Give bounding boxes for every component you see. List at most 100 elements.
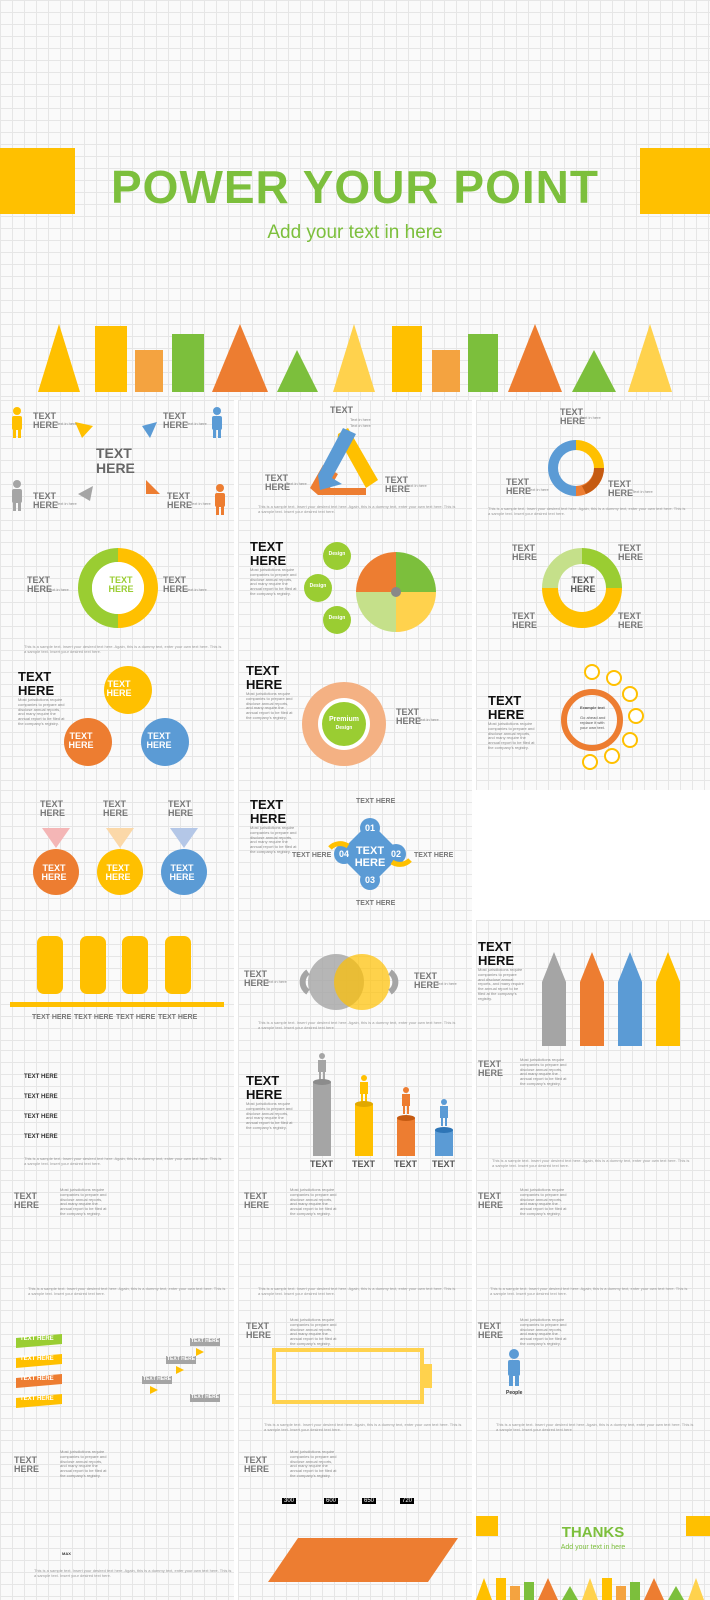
heading: TEXT HERE <box>246 1073 283 1102</box>
small-right: Text in here <box>186 587 207 592</box>
slide-cylinders[interactable]: TEXT HERE Most jurisdictions require com… <box>238 1050 472 1180</box>
body: Most jurisdictions require companies to … <box>18 697 65 726</box>
parallelogram-orange <box>268 1538 458 1582</box>
slide-three-circles[interactable]: TEXT HERE Most jurisdictions require com… <box>0 660 234 790</box>
ring-green <box>78 548 118 628</box>
slide-text-block-5[interactable]: TEXT HERE Most jurisdictions require com… <box>0 1440 234 1600</box>
pillar-2 <box>80 936 106 994</box>
slide-tags[interactable]: TEXT HERE TEXT HERE TEXT HERE TEXT HERE … <box>0 1310 234 1440</box>
hourglass-icon <box>604 748 620 764</box>
crayon-gray-tip <box>542 952 566 982</box>
small-top-right: Text in here <box>186 421 207 426</box>
small-right: Text in here <box>418 717 439 722</box>
node-left <box>334 844 354 864</box>
cover-triangle-7 <box>628 324 672 392</box>
slide-thanks[interactable]: THANKS Add your text in here <box>476 1440 710 1600</box>
thanks-bar-6 <box>630 1582 640 1600</box>
footnote: This is a sample text. Insert your desir… <box>488 505 686 516</box>
circle-orange <box>33 849 79 895</box>
cone-blue <box>170 828 198 848</box>
arrow-2 <box>176 1366 184 1374</box>
small-top: Text in here <box>580 415 601 420</box>
slide-people[interactable]: TEXT HERE Most jurisdictions require com… <box>476 1310 710 1440</box>
circle-blue-label: TEXT HERE <box>169 863 195 883</box>
cover-slide[interactable]: POWER YOUR POINT Add your text in here <box>0 0 710 400</box>
document-icon <box>622 732 638 748</box>
slide-values[interactable]: TEXT HERE Most jurisdictions require com… <box>238 1440 472 1600</box>
slide-ring-arrows[interactable]: TEXT HERE TEXT HERE TEXT HERE TEXT HERE … <box>476 530 710 660</box>
slide-circular-arrows[interactable]: TEXT HERE Text in here TEXT HERE Text in… <box>476 400 710 530</box>
design-label: Design <box>335 725 353 731</box>
slide-text-list[interactable]: TEXT HERE TEXT HERE TEXT HERE TEXT HERE … <box>0 1050 234 1180</box>
slide-recycle-triangle[interactable]: TEXT Text in here Text in here TEXT HERE… <box>238 400 472 530</box>
crayon-blue-tip <box>618 952 642 982</box>
slide-people-corners[interactable]: TEXT HERE Text in here TEXT HERE Text in… <box>0 400 234 530</box>
slide-battery[interactable]: TEXT HERE Most jurisdictions require com… <box>238 1310 472 1440</box>
slide-ring-cycle[interactable]: TEXT HERE TEXT HERE Text in here TEXT HE… <box>0 530 234 660</box>
thanks-triangle-6 <box>668 1586 684 1600</box>
box-3 <box>142 1376 172 1384</box>
slide-text-block-2[interactable]: TEXT HERE Most jurisdictions require com… <box>0 1180 234 1310</box>
ring-label: TEXT HERE <box>570 575 596 595</box>
thanks-triangle-1 <box>476 1578 492 1600</box>
value-1: 300 <box>282 1498 297 1504</box>
list-item-1: TEXT HERE <box>24 1074 58 1080</box>
premium-core <box>322 702 366 746</box>
slide-numbered-cross[interactable]: TEXT HERE Most jurisdictions require com… <box>238 790 472 920</box>
slide-text-block-4[interactable]: TEXT HERE Most jurisdictions require com… <box>476 1180 710 1310</box>
label-left: TEXT HERE <box>292 852 332 859</box>
cylinder-label-4: TEXT <box>432 1159 456 1169</box>
person-icon-gray <box>12 480 22 511</box>
label-3: TEXT HERE <box>168 799 194 819</box>
box-1-label: TEXT HERE <box>191 1338 220 1344</box>
slide-text-block-1[interactable]: TEXT HERE Most jurisdictions require com… <box>476 1050 710 1180</box>
body: Most jurisdictions require companies to … <box>520 1317 567 1346</box>
heading: TEXT HERE <box>478 1321 504 1341</box>
triangle-orange <box>146 480 160 494</box>
crayon-yellow <box>656 982 680 1046</box>
thanks-bar-5 <box>616 1586 626 1600</box>
body: Most jurisdictions require companies to … <box>290 1449 337 1478</box>
tag-green <box>16 1334 62 1348</box>
heading: TEXT HERE <box>478 1191 504 1211</box>
slide-crayons[interactable]: TEXT HERE Most jurisdictions require com… <box>476 920 710 1050</box>
label-right: TEXT HERE <box>385 475 411 495</box>
slide-pillars-timeline[interactable]: TEXT HERE TEXT HERE TEXT HERE TEXT HERE <box>0 920 234 1050</box>
person-icon <box>508 1349 520 1386</box>
cylinder-label-1: TEXT <box>310 1159 334 1169</box>
label-2: TEXT HERE <box>74 1014 114 1021</box>
node-top <box>360 818 380 838</box>
small-right: Text in here <box>406 483 427 488</box>
label-top-left: TEXT HERE <box>33 411 59 431</box>
circles-diagram <box>64 666 189 766</box>
label-right: TEXT HERE <box>163 575 189 595</box>
person-icon-yellow <box>360 1075 368 1102</box>
label-1: TEXT HERE <box>40 799 66 819</box>
slide-venn[interactable]: TEXT HERE Text in here TEXT HERE Text in… <box>238 920 472 1050</box>
heading: TEXT HERE <box>478 939 515 968</box>
bubble-3-label: Design <box>328 615 346 621</box>
circle-yellow <box>104 666 152 714</box>
cover-triangle-5 <box>508 324 562 392</box>
slide-premium-design[interactable]: TEXT HERE Most jurisdictions require com… <box>238 660 472 790</box>
slide-design-pie[interactable]: TEXT HERE Most jurisdictions require com… <box>238 530 472 660</box>
value-2: 600 <box>324 1498 339 1504</box>
cone-red <box>42 828 70 848</box>
arrow-3 <box>150 1386 158 1394</box>
example-ring <box>561 664 644 770</box>
footnote: This is a sample text. Insert your desir… <box>24 643 222 654</box>
circular-arrows <box>548 440 604 496</box>
slide-text-block-3[interactable]: TEXT HERE Most jurisdictions require com… <box>238 1180 472 1310</box>
cylinder-yellow <box>355 1104 373 1156</box>
slide-example-ring[interactable]: TEXT HERE Most jurisdictions require com… <box>476 660 710 790</box>
label-top: TEXT HERE <box>560 407 586 427</box>
battery-body <box>272 1348 424 1404</box>
person-icon-blue <box>212 407 222 438</box>
crayon-orange <box>580 982 604 1046</box>
slide-cone-circles[interactable]: TEXT HERE TEXT HERE TEXT HERE TEXT HERE … <box>0 790 234 920</box>
heading: TEXT HERE <box>478 1059 504 1079</box>
arc-green <box>582 548 622 588</box>
thanks-shapes-strip <box>476 1578 704 1600</box>
small-left: Text in here <box>286 481 307 486</box>
footnote: This is a sample text. Insert your desir… <box>34 1567 232 1578</box>
